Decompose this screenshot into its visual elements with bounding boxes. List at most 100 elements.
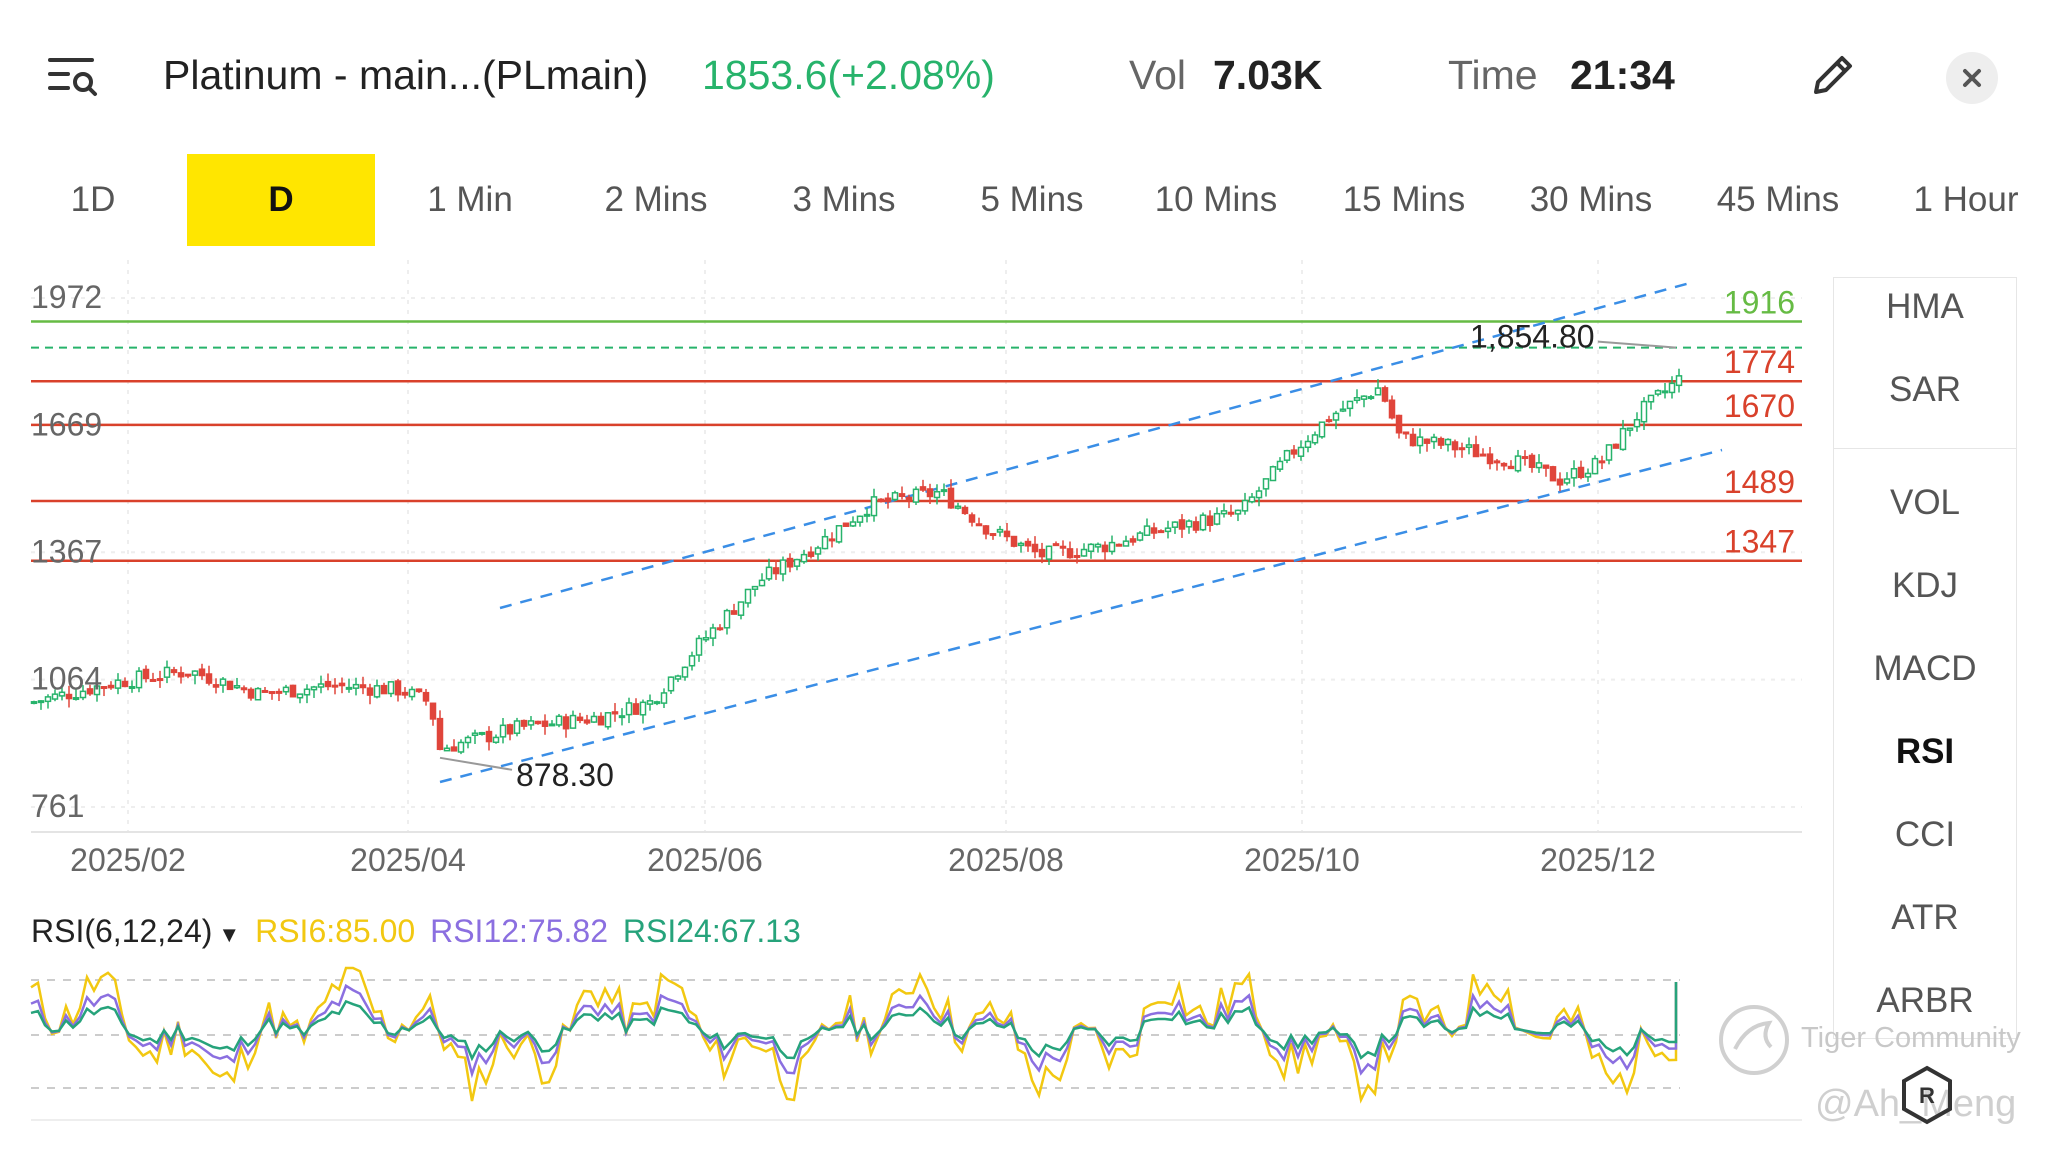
- indicator-hma[interactable]: HMA: [1886, 287, 1964, 326]
- tab-1d[interactable]: 1D: [70, 180, 116, 219]
- candle-up: [135, 670, 143, 689]
- tab-45-mins[interactable]: 45 Mins: [1716, 180, 1840, 219]
- candle-up: [282, 686, 290, 693]
- indicator-vol[interactable]: VOL: [1889, 483, 1961, 522]
- candle-up: [737, 601, 745, 616]
- tab-3-mins[interactable]: 3 Mins: [792, 180, 896, 219]
- low-leader-line: [439, 756, 513, 771]
- indicator-rsi[interactable]: RSI: [1895, 732, 1955, 771]
- candle-up: [1262, 478, 1270, 490]
- high-leader-line: [1597, 340, 1677, 349]
- indicator-macd[interactable]: MACD: [1873, 649, 1977, 688]
- candle-down: [380, 684, 388, 695]
- divider: [1834, 448, 2016, 449]
- candle-down: [366, 687, 374, 696]
- candle-down: [1031, 543, 1039, 553]
- candle-up: [1185, 520, 1193, 528]
- tab-30-mins[interactable]: 30 Mins: [1529, 180, 1653, 219]
- candle-down: [1528, 454, 1536, 468]
- candle-up: [1094, 543, 1102, 548]
- candle-up: [891, 492, 899, 501]
- candle-up: [1255, 490, 1263, 499]
- candle-up: [555, 715, 563, 726]
- tab-1-min[interactable]: 1 Min: [427, 180, 513, 219]
- candle-down: [1493, 460, 1501, 464]
- candle-up: [1339, 408, 1347, 412]
- level-label: 1774: [1724, 344, 1795, 380]
- candle-up: [317, 683, 325, 688]
- candle-down: [429, 702, 437, 720]
- candle-up: [1164, 527, 1172, 533]
- rsi-selector[interactable]: RSI(6,12,24): [31, 913, 213, 949]
- tab-2-mins[interactable]: 2 Mins: [604, 180, 708, 219]
- indicator-sar[interactable]: SAR: [1889, 370, 1961, 409]
- candle-down: [1192, 521, 1200, 531]
- candle-down: [1290, 449, 1298, 455]
- channel-lower-line: [439, 448, 1723, 784]
- candle-up: [310, 686, 318, 691]
- candle-down: [65, 693, 73, 700]
- candle-down: [919, 486, 927, 491]
- high-annotation: 1,854.80: [1470, 319, 1595, 355]
- candle-down: [975, 523, 983, 527]
- candle-down: [338, 682, 346, 687]
- candle-down: [100, 686, 108, 690]
- indicator-cci[interactable]: CCI: [1894, 815, 1956, 854]
- candle-down: [1003, 530, 1011, 538]
- svg-text:R: R: [1919, 1083, 1935, 1108]
- indicator-arbr[interactable]: ARBR: [1876, 981, 1974, 1020]
- candle-up: [1444, 438, 1452, 446]
- candle-up: [471, 732, 479, 736]
- candle-up: [1661, 390, 1669, 394]
- candle-down: [184, 673, 192, 677]
- menu-search-icon[interactable]: [46, 52, 98, 102]
- pencil-icon[interactable]: [1808, 50, 1858, 100]
- tab-1-hour[interactable]: 1 Hour: [1913, 180, 2019, 219]
- candle-down: [261, 689, 269, 693]
- tab-15-mins[interactable]: 15 Mins: [1342, 180, 1466, 219]
- candle-down: [1402, 431, 1410, 435]
- candle-up: [492, 736, 500, 744]
- tab-5-mins[interactable]: 5 Mins: [980, 180, 1084, 219]
- candle-down: [205, 673, 213, 684]
- candle-up: [639, 701, 647, 716]
- last-price-change: 1853.6(+2.08%): [702, 52, 995, 98]
- candle-up: [1514, 455, 1522, 472]
- candle-up: [443, 747, 451, 752]
- close-icon[interactable]: [1946, 52, 1998, 104]
- candle-up: [800, 553, 808, 563]
- candle-down: [562, 716, 570, 730]
- candle-down: [156, 678, 164, 682]
- indicator-atr[interactable]: ATR: [1891, 898, 1959, 937]
- candle-down: [828, 538, 836, 542]
- tab-daily[interactable]: D: [187, 154, 375, 246]
- candle-down: [1479, 453, 1487, 457]
- candle-down: [632, 703, 640, 715]
- candle-up: [1304, 440, 1312, 449]
- candle-up: [1584, 472, 1592, 478]
- candle-up: [1367, 396, 1375, 400]
- candle-down: [1409, 433, 1417, 447]
- indicator-kdj[interactable]: KDJ: [1891, 566, 1959, 605]
- candle-down: [989, 533, 997, 537]
- candle-up: [527, 720, 535, 726]
- candle-down: [884, 497, 892, 503]
- chevron-down-icon[interactable]: ▼: [218, 922, 241, 947]
- candle-down: [170, 669, 178, 674]
- tab-10-mins[interactable]: 10 Mins: [1154, 180, 1278, 219]
- candle-down: [520, 719, 528, 727]
- candle-down: [1423, 438, 1431, 444]
- candle-up: [1311, 434, 1319, 444]
- instrument-title[interactable]: Platinum - main...(PLmain): [163, 52, 649, 98]
- candle-up: [1570, 468, 1578, 479]
- candle-up: [548, 723, 556, 727]
- candle-up: [1626, 427, 1634, 431]
- candle-up: [681, 666, 689, 678]
- candle-down: [1129, 538, 1137, 543]
- hexagon-badge-icon[interactable]: R: [1900, 1065, 1954, 1125]
- candle-up: [1416, 436, 1424, 447]
- price-chart[interactable]: 1916 1774 1670 1489 1347 1,854.80 878.30 1972…: [0, 260, 1810, 1140]
- candle-up: [1563, 478, 1571, 484]
- time-value: 21:34: [1570, 52, 1675, 98]
- candle-up: [1269, 466, 1277, 482]
